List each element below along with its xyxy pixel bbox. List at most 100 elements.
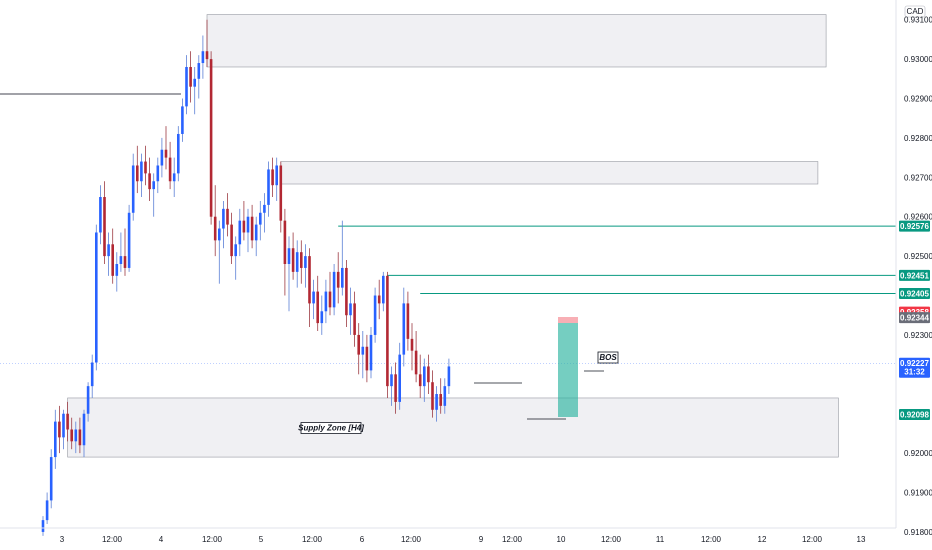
candle-body (115, 264, 119, 276)
candle-body (185, 66, 188, 107)
candle-body (254, 224, 258, 241)
position-stop-zone[interactable] (558, 317, 578, 323)
candle-body (62, 413, 65, 438)
candle-body (78, 429, 82, 446)
candle-body (103, 197, 106, 257)
zones-layer (67, 14, 839, 458)
currency-label[interactable]: CAD (907, 7, 924, 16)
candle-body (332, 271, 336, 308)
candle-body (74, 429, 78, 442)
candle-body (291, 248, 295, 272)
candle-body (287, 248, 291, 264)
y-tick-label: 0.92500 (904, 252, 932, 261)
candle-body (263, 204, 266, 213)
candle-body (193, 78, 196, 87)
x-tick-label: 3 (60, 535, 65, 544)
candle-body (300, 252, 303, 268)
candle-body (304, 256, 307, 268)
candle-body (131, 165, 135, 213)
candle-body (341, 267, 344, 288)
candle-body (99, 197, 102, 233)
candle-body (373, 295, 377, 335)
candle-body (312, 291, 315, 304)
candle-body (406, 303, 410, 339)
level-price-tag: 0.92405 (900, 290, 929, 299)
candle-body (267, 169, 270, 205)
candle-body (197, 63, 201, 79)
candle-body (316, 291, 319, 324)
candle-body (234, 244, 237, 257)
candle-body (230, 224, 233, 257)
zone-box[interactable] (280, 161, 819, 185)
candle-body (410, 338, 414, 351)
bos-label-box (597, 351, 619, 364)
candle-body (431, 382, 434, 410)
candle-body (369, 334, 373, 371)
candle-body (336, 271, 340, 288)
candle-body (259, 212, 262, 225)
level-price-tag-bg (899, 269, 930, 281)
candle-body (86, 386, 90, 414)
candle-body (127, 212, 131, 268)
candle-body (107, 244, 110, 257)
candle-body (95, 232, 98, 363)
time-axis[interactable]: 3 12:00 4 12:00 5 12:00 6 12:00 9 12:00 10 12:00 11 1… (0, 527, 896, 544)
currency-badge[interactable] (904, 5, 926, 18)
candle-body (111, 244, 114, 276)
x-tick-label: 12:00 (502, 535, 523, 544)
y-tick-label: 0.92800 (904, 134, 932, 143)
candle-body (361, 346, 365, 355)
candle-body (250, 216, 254, 241)
zone-label-box (300, 422, 362, 434)
candle-body (189, 66, 192, 87)
y-tick-label: 0.92700 (904, 173, 932, 182)
candle-body (123, 256, 127, 268)
candle-body (177, 133, 180, 174)
candle-body (443, 386, 447, 406)
y-tick-label: 0.91800 (904, 528, 932, 537)
candle-body (213, 216, 217, 241)
x-tick-label: 12:00 (202, 535, 223, 544)
candle-body (295, 252, 299, 272)
x-tick-label: 12 (758, 535, 767, 544)
candle-body (283, 220, 287, 264)
candle-body (279, 165, 283, 221)
candle-body (246, 216, 250, 233)
candle-body (345, 267, 348, 316)
zone-box[interactable] (206, 14, 827, 68)
x-tick-label: 12:00 (601, 535, 622, 544)
candle-body (275, 165, 278, 186)
x-tick-label: 12:00 (401, 535, 422, 544)
candle-body (427, 366, 430, 383)
candle-body (394, 374, 397, 402)
candle-body (386, 275, 389, 387)
y-tick-label: 0.92600 (904, 213, 932, 222)
zone-box[interactable] (67, 397, 839, 458)
candle-body (140, 161, 143, 182)
candle-body (353, 303, 356, 335)
bos-label: BOS (599, 353, 617, 362)
bar-countdown: 31:32 (904, 368, 925, 377)
candle-body (402, 303, 406, 355)
x-tick-label: 5 (259, 535, 264, 544)
candle-body (201, 51, 205, 64)
candle-body (90, 362, 94, 387)
x-tick-label: 12:00 (102, 535, 123, 544)
candle-body (164, 149, 168, 158)
x-tick-label: 11 (656, 535, 665, 544)
candle-body (54, 421, 57, 458)
price-tag-bg (899, 312, 930, 324)
annotations-layer: Supply Zone [H4] BOS (298, 351, 619, 434)
candle-body (160, 149, 164, 166)
candle-body (349, 303, 352, 316)
candle-body (377, 295, 381, 304)
candle-body (152, 181, 155, 190)
position-target-zone[interactable] (558, 323, 578, 417)
y-tick-label: 0.91900 (904, 489, 932, 498)
candle-body (172, 173, 176, 182)
candle-body (382, 275, 385, 304)
candle-body (45, 500, 49, 521)
candle-body (439, 394, 442, 406)
